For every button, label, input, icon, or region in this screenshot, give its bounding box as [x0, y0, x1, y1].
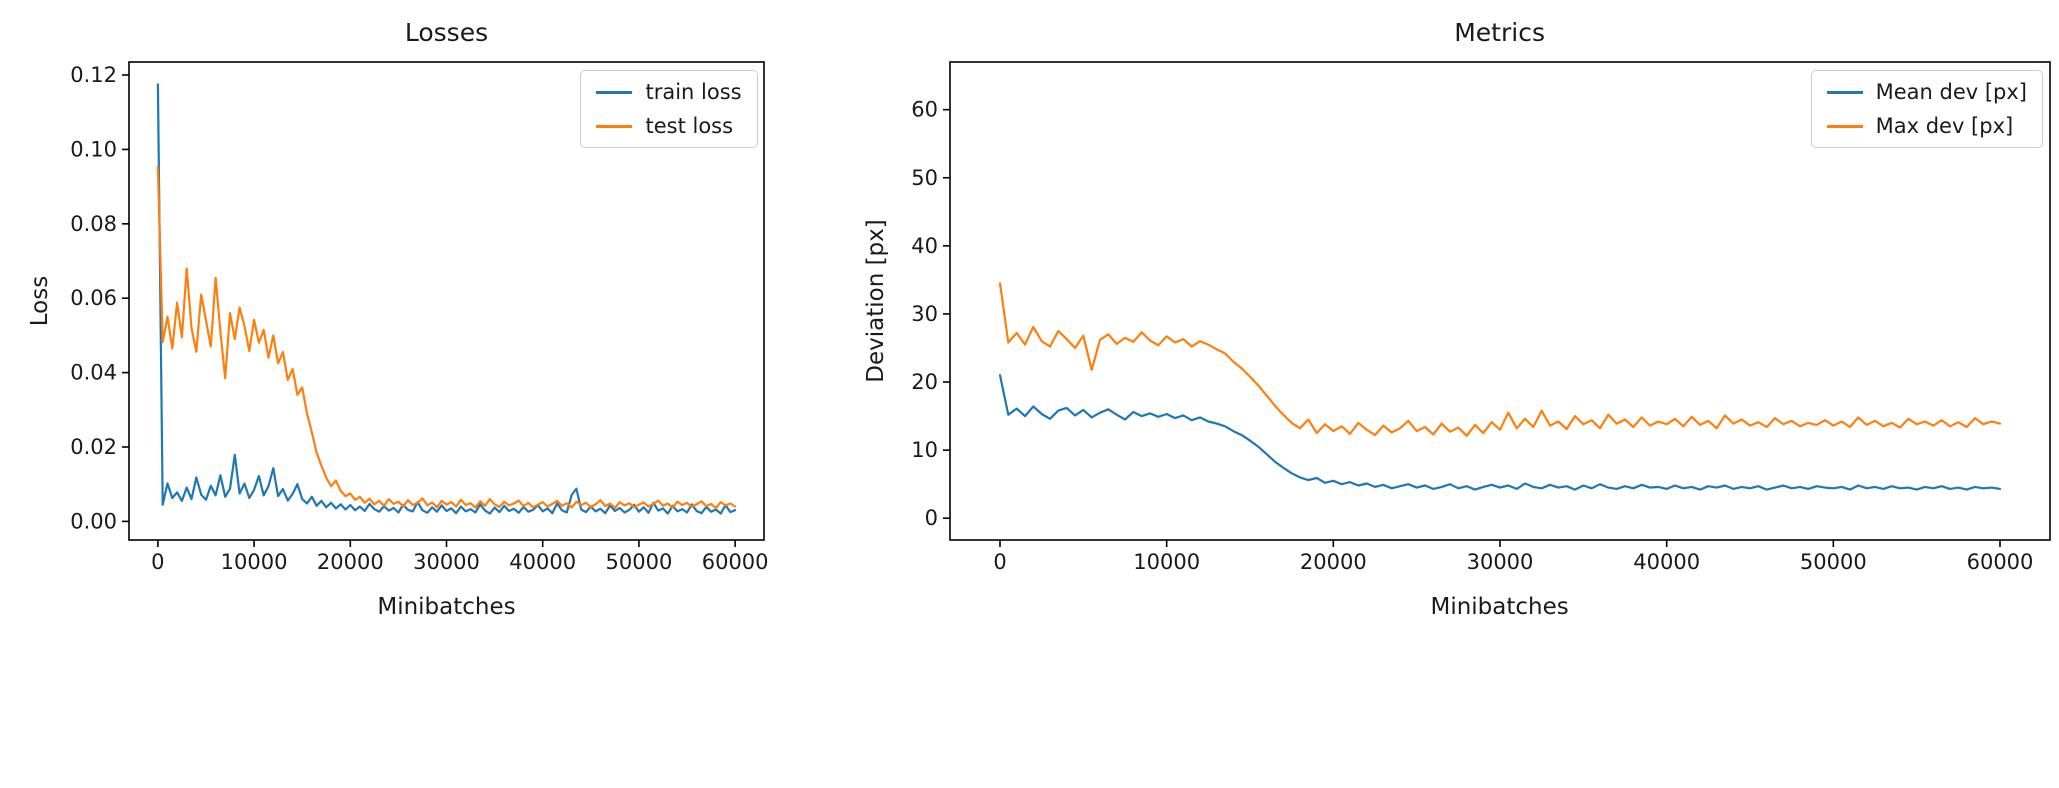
x-tick-label: 0	[151, 550, 164, 574]
axes-spines	[948, 61, 2051, 541]
losses-x-axis-label: Minibatches	[377, 594, 516, 620]
x-tick-label: 10000	[221, 550, 288, 574]
axes-spines	[128, 61, 765, 541]
y-tick-label: 0.04	[70, 361, 117, 385]
train-loss-line-swatch	[596, 90, 633, 94]
metrics-y-axis-label: Deviation [px]	[862, 219, 889, 383]
legend-label-test-loss: test loss	[645, 114, 734, 138]
x-tick-label: 40000	[1633, 550, 1700, 574]
test-loss-line-swatch	[596, 124, 633, 128]
mean-dev-line-swatch	[1826, 90, 1863, 94]
losses-title: Losses	[404, 18, 489, 47]
x-tick-label: 60000	[1966, 550, 2033, 574]
x-tick-label: 0	[993, 550, 1006, 574]
legend-label-train-loss: train loss	[645, 80, 742, 104]
metrics-x-axis-label: Minibatches	[1430, 594, 1569, 620]
y-tick-label: 0.02	[70, 435, 117, 459]
x-tick-label: 50000	[606, 550, 673, 574]
test-loss-line	[156, 165, 737, 510]
mean-dev-px-line	[998, 374, 2001, 491]
x-tick-label: 30000	[413, 550, 480, 574]
y-tick-label: 10	[911, 438, 938, 462]
y-tick-label: 0.08	[70, 212, 117, 236]
x-tick-label: 30000	[1466, 550, 1533, 574]
y-tick-label: 40	[911, 234, 938, 258]
losses-y-axis-label: Loss	[27, 275, 53, 327]
x-tick-label: 20000	[317, 550, 384, 574]
x-tick-label: 60000	[702, 550, 769, 574]
y-tick-label: 0.00	[70, 509, 117, 533]
y-tick-label: 0.06	[70, 286, 117, 310]
x-tick-label: 20000	[1300, 550, 1367, 574]
losses-chart: 0 10000 20000 30000 40000 50000 60000 0.00 0.02 0…	[14, 10, 814, 776]
legend-entry-max-dev: Max dev [px]	[1826, 114, 2027, 138]
metrics-chart: 0 10000 20000 30000 40000 50000 60000 0 10 20 30 40…	[850, 10, 2059, 776]
y-tick-label: 0	[924, 506, 937, 530]
legend-entry-mean-dev: Mean dev [px]	[1826, 80, 2027, 104]
x-tick-label: 10000	[1133, 550, 1200, 574]
losses-legend: train loss test loss	[580, 70, 758, 148]
y-tick-label: 60	[911, 98, 938, 122]
x-tick-label: 50000	[1800, 550, 1867, 574]
y-tick-label: 0.10	[70, 137, 117, 161]
x-tick-label: 40000	[509, 550, 576, 574]
metrics-title: Metrics	[1454, 18, 1545, 47]
metrics-legend: Mean dev [px] Max dev [px]	[1810, 70, 2043, 148]
max-dev-px-line	[998, 282, 2001, 437]
y-tick-label: 0.12	[70, 63, 117, 87]
legend-entry-train-loss: train loss	[596, 80, 742, 104]
max-dev-line-swatch	[1826, 124, 1863, 128]
train-loss-line	[156, 83, 737, 515]
losses-plot-area: 0 10000 20000 30000 40000 50000 60000 0.00 0.02 0…	[70, 61, 769, 574]
legend-label-max-dev: Max dev [px]	[1875, 114, 2014, 138]
y-tick-label: 20	[911, 370, 938, 394]
legend-entry-test-loss: test loss	[596, 114, 741, 138]
legend-label-mean-dev: Mean dev [px]	[1875, 80, 2027, 104]
y-tick-label: 30	[911, 302, 938, 326]
y-tick-label: 50	[911, 166, 938, 190]
metrics-plot-area: 0 10000 20000 30000 40000 50000 60000 0 10 20 30 40…	[911, 61, 2051, 574]
